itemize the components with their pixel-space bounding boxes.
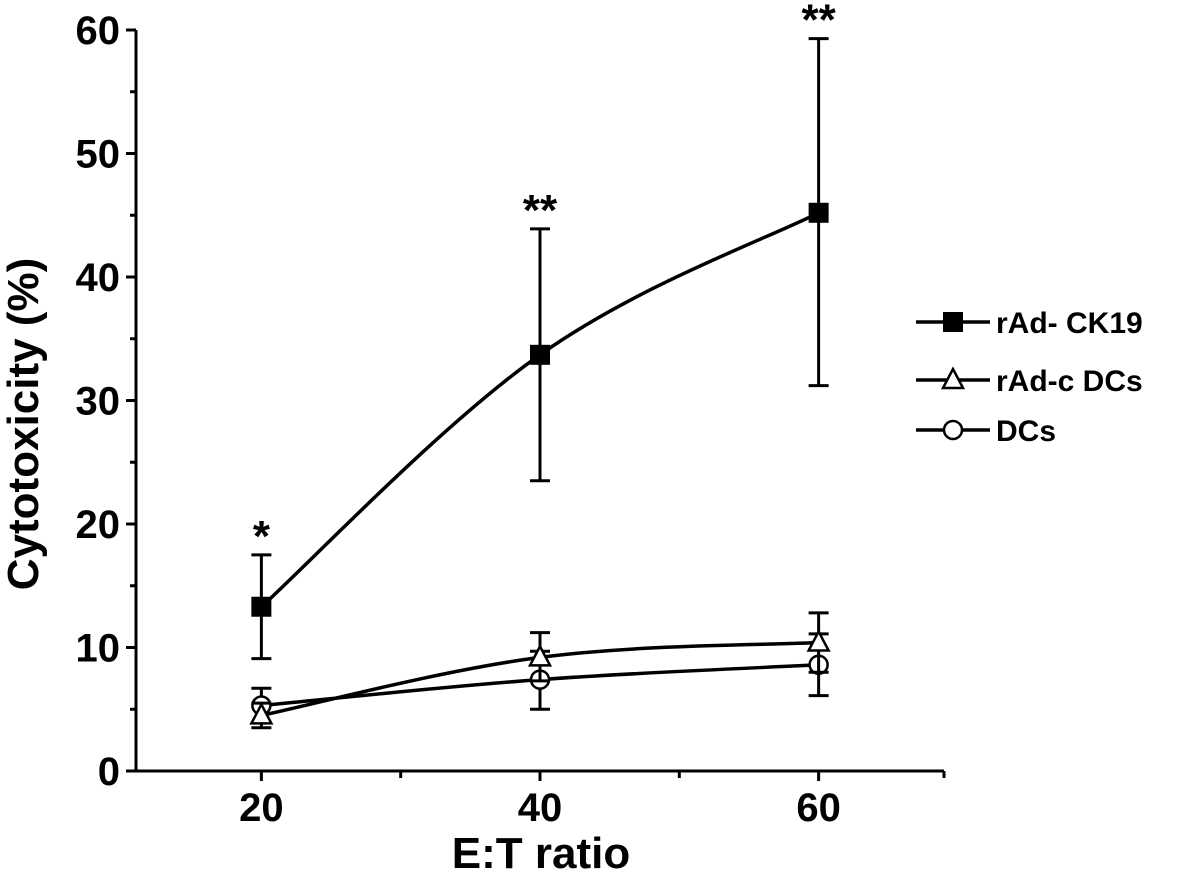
y-axis-title: Cytotoxicity (%) (0, 258, 48, 590)
y-tick-label: 30 (76, 380, 121, 424)
y-tick-label: 50 (76, 133, 121, 177)
legend-marker (943, 312, 963, 332)
data-point (527, 643, 553, 667)
y-tick-label: 0 (98, 750, 120, 794)
legend-label: rAd- CK19 (996, 307, 1143, 340)
x-axis-title: E:T ratio (452, 829, 630, 873)
series-rad-ck19 (251, 37, 829, 661)
series-rad-c-dcs (249, 611, 831, 730)
x-tick-label: 40 (518, 786, 563, 830)
y-tick-label: 10 (76, 627, 121, 671)
axes: 0 10 20 30 40 50 60 20 40 60 (76, 9, 946, 830)
significance-marker: ** (801, 0, 836, 45)
legend: rAd- CK19 rAd-c DCs DCs (916, 307, 1143, 448)
data-point (808, 202, 829, 223)
legend-item-rad-ck19: rAd- CK19 (916, 307, 1143, 340)
series-lines (249, 37, 831, 730)
significance-marker: * (253, 512, 271, 561)
significance-marker: ** (523, 186, 558, 235)
legend-marker (940, 366, 966, 390)
x-tick-label: 20 (239, 786, 284, 830)
legend-item-rad-c-dcs: rAd-c DCs (916, 365, 1143, 398)
legend-item-dcs: DCs (916, 415, 1056, 448)
data-point (806, 628, 831, 652)
y-tick-label: 20 (76, 503, 121, 547)
legend-marker (942, 419, 964, 441)
y-tick-label: 40 (76, 256, 121, 300)
significance-annotations: ***** (253, 0, 837, 561)
legend-label: DCs (996, 415, 1056, 448)
data-point (530, 344, 550, 365)
data-point (251, 596, 272, 617)
data-point (249, 701, 274, 725)
y-tick-label: 60 (76, 9, 121, 53)
legend-label: rAd-c DCs (996, 365, 1143, 398)
x-tick-label: 60 (796, 786, 841, 830)
